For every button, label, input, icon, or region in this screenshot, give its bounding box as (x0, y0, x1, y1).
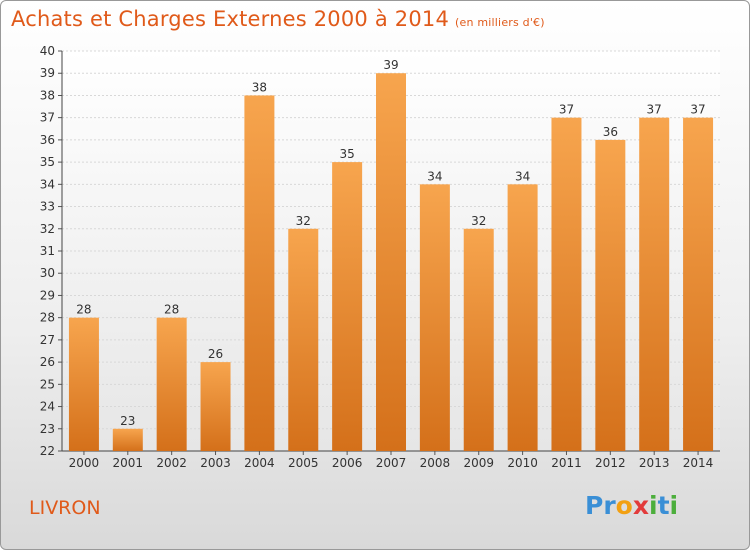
y-tick-label: 29 (40, 288, 55, 302)
bar-2003 (200, 362, 231, 451)
bar-value-label: 38 (252, 80, 267, 94)
y-tick-label: 23 (40, 422, 55, 436)
bar-2008 (419, 184, 450, 452)
x-tick-label: 2013 (639, 456, 670, 470)
y-tick-label: 28 (40, 311, 55, 325)
bar-2001 (112, 428, 143, 451)
bar-value-label: 23 (120, 414, 135, 428)
y-tick-label: 24 (40, 400, 55, 414)
bar-2014 (683, 117, 714, 452)
logo-letter: i (649, 491, 658, 520)
logo-letter: x (632, 491, 649, 520)
y-tick-label: 37 (40, 111, 55, 125)
bar-2004 (244, 95, 275, 451)
x-tick-label: 2010 (507, 456, 538, 470)
y-tick-label: 26 (40, 355, 55, 369)
y-tick-label: 25 (40, 377, 55, 391)
bar-value-label: 39 (383, 58, 398, 72)
bar-2010 (507, 184, 538, 452)
y-tick-label: 33 (40, 200, 55, 214)
logo-letter: t (657, 491, 670, 520)
y-tick-label: 34 (40, 177, 55, 191)
bar-value-label: 28 (76, 303, 91, 317)
y-tick-label: 30 (40, 266, 55, 280)
chart-title: Achats et Charges Externes 2000 à 2014 (e… (11, 7, 545, 31)
y-tick-label: 32 (40, 222, 55, 236)
x-tick-label: 2011 (551, 456, 582, 470)
y-tick-label: 22 (40, 444, 55, 458)
bar-2005 (288, 228, 319, 451)
y-tick-label: 27 (40, 333, 55, 347)
x-tick-label: 2008 (420, 456, 451, 470)
chart-title-text: Achats et Charges Externes 2000 à 2014 (11, 7, 450, 31)
bar-value-label: 32 (296, 214, 311, 228)
y-tick-label: 38 (40, 88, 55, 102)
proxiti-logo: Proxiti (585, 491, 678, 520)
x-tick-label: 2005 (288, 456, 319, 470)
x-tick-label: 2000 (69, 456, 100, 470)
bar-2007 (376, 73, 406, 451)
bar-2013 (639, 117, 670, 452)
y-tick-label: 36 (40, 133, 55, 147)
bar-2011 (551, 117, 582, 452)
bar-value-label: 37 (690, 103, 705, 117)
bar-value-label: 28 (164, 303, 179, 317)
x-tick-label: 2002 (156, 456, 187, 470)
bar-value-label: 37 (647, 103, 662, 117)
x-tick-label: 2007 (376, 456, 407, 470)
y-tick-label: 31 (40, 244, 55, 258)
chart-subtitle: (en milliers d'€) (455, 16, 545, 29)
bar-2009 (463, 228, 494, 451)
bar-value-label: 36 (603, 125, 618, 139)
x-tick-label: 2004 (244, 456, 275, 470)
bar-2002 (156, 317, 187, 451)
logo-letter: r (603, 491, 616, 520)
bar-2012 (595, 139, 626, 451)
x-tick-label: 2014 (683, 456, 714, 470)
bar-2006 (332, 162, 363, 451)
y-tick-label: 40 (40, 44, 55, 58)
x-tick-label: 2006 (332, 456, 363, 470)
bar-value-label: 34 (515, 169, 530, 183)
x-tick-label: 2012 (595, 456, 626, 470)
bar-2000 (68, 317, 99, 451)
bar-value-label: 35 (339, 147, 354, 161)
x-tick-label: 2009 (463, 456, 494, 470)
bar-value-label: 34 (427, 169, 442, 183)
bar-value-label: 26 (208, 347, 223, 361)
x-tick-label: 2003 (200, 456, 231, 470)
x-tick-label: 2001 (113, 456, 144, 470)
bar-value-label: 37 (559, 103, 574, 117)
logo-letter: P (585, 491, 604, 520)
logo-letter: i (669, 491, 679, 520)
bar-value-label: 32 (471, 214, 486, 228)
logo-letter: o (615, 491, 633, 520)
y-tick-label: 39 (40, 66, 55, 80)
y-tick-label: 35 (40, 155, 55, 169)
commune-name: LIVRON (29, 497, 101, 519)
